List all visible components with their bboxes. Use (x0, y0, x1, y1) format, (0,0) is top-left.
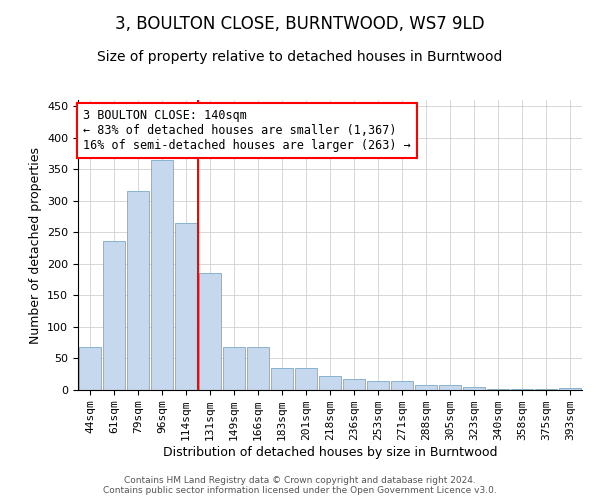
Bar (223, 347, 245, 390)
Bar (295, 368, 317, 390)
Bar (247, 347, 269, 390)
Bar (79, 347, 101, 390)
Text: Contains HM Land Registry data © Crown copyright and database right 2024.
Contai: Contains HM Land Registry data © Crown c… (103, 476, 497, 495)
Text: 3, BOULTON CLOSE, BURNTWOOD, WS7 9LD: 3, BOULTON CLOSE, BURNTWOOD, WS7 9LD (115, 15, 485, 33)
Bar (343, 378, 365, 390)
Bar (319, 376, 341, 390)
Bar (511, 388, 533, 390)
Bar (271, 368, 293, 390)
Bar (487, 388, 509, 390)
Bar (559, 388, 581, 390)
Text: 3 BOULTON CLOSE: 140sqm
← 83% of detached houses are smaller (1,367)
16% of semi: 3 BOULTON CLOSE: 140sqm ← 83% of detache… (83, 108, 411, 152)
Bar (439, 385, 461, 390)
Bar (463, 387, 485, 390)
Bar (391, 380, 413, 390)
Bar (103, 240, 125, 390)
Bar (199, 274, 221, 390)
Bar (175, 223, 197, 390)
Bar (367, 380, 389, 390)
Text: Size of property relative to detached houses in Burntwood: Size of property relative to detached ho… (97, 50, 503, 64)
Bar (415, 385, 437, 390)
X-axis label: Distribution of detached houses by size in Burntwood: Distribution of detached houses by size … (163, 446, 497, 459)
Bar (151, 160, 173, 390)
Bar (127, 192, 149, 390)
Y-axis label: Number of detached properties: Number of detached properties (29, 146, 41, 344)
